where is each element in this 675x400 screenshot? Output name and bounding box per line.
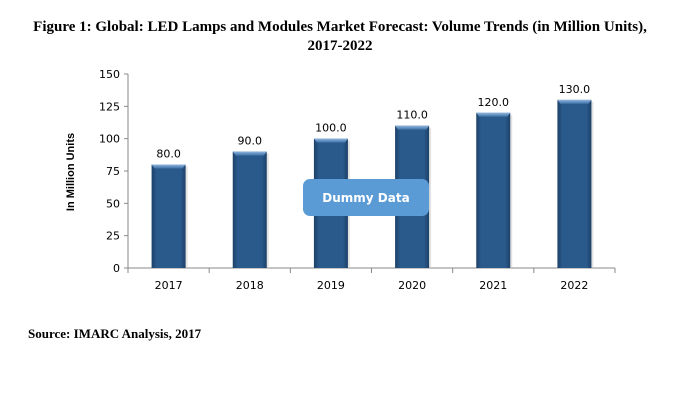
bar-bevel [232, 151, 267, 156]
bar-2021 [476, 112, 511, 268]
y-tick-label: 50 [106, 197, 120, 210]
x-tick-label: 2018 [236, 279, 264, 292]
data-label: 100.0 [315, 122, 347, 135]
data-label: 130.0 [559, 83, 591, 96]
data-label: 110.0 [396, 109, 428, 122]
y-tick-label: 0 [113, 262, 120, 275]
y-axis-label: In Million Units [65, 133, 77, 211]
y-tick-label: 100 [99, 133, 120, 146]
bar-bevel [151, 164, 186, 169]
bar-bevel [313, 138, 348, 143]
bar-2018 [232, 151, 267, 268]
x-tick-label: 2020 [398, 279, 426, 292]
data-label: 80.0 [156, 148, 181, 161]
x-tick-label: 2017 [155, 279, 183, 292]
bar-bevel [476, 112, 511, 117]
chart-title: Figure 1: Global: LED Lamps and Modules … [33, 19, 647, 54]
y-tick-label: 25 [106, 230, 120, 243]
data-label: 120.0 [478, 96, 510, 109]
bar-2017 [151, 164, 186, 268]
data-label: 90.0 [238, 135, 263, 148]
y-tick-label: 75 [106, 165, 120, 178]
dummy-data-watermark: Dummy Data [303, 179, 429, 216]
y-tick-label: 150 [99, 68, 120, 81]
source-note: Source: IMARC Analysis, 2017 [28, 326, 202, 341]
bar-bevel [557, 99, 592, 104]
x-tick-label: 2022 [560, 279, 588, 292]
bar-bevel [395, 125, 430, 130]
x-tick-label: 2019 [317, 279, 345, 292]
x-tick-label: 2021 [479, 279, 507, 292]
bar-2022 [557, 99, 592, 268]
y-tick-label: 125 [99, 100, 120, 113]
